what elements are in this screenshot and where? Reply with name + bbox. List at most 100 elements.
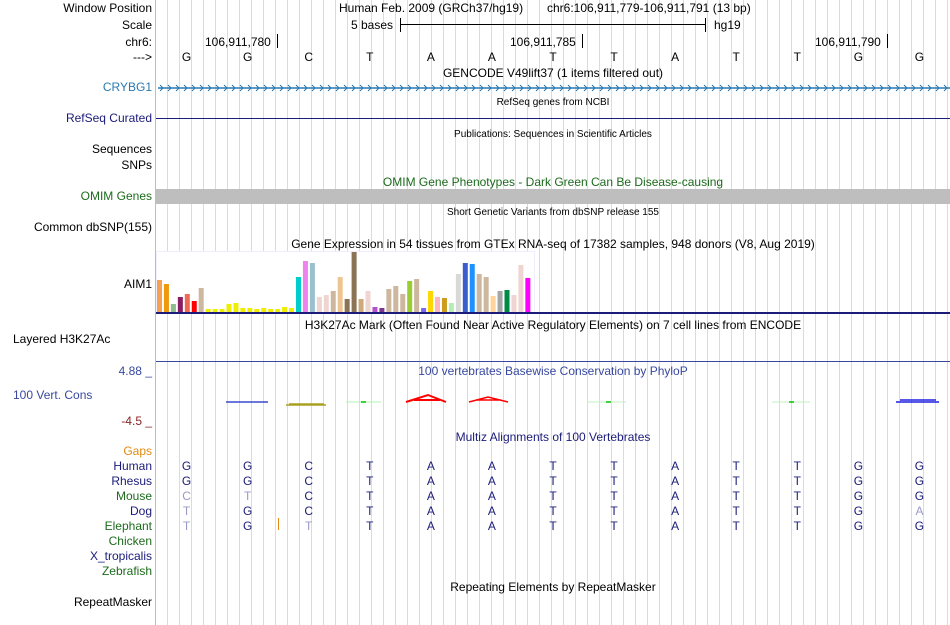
gtex-track-title: Gene Expression in 54 tissues from GTEx … <box>291 237 815 251</box>
gtex-bar <box>309 263 315 312</box>
strand-chevron <box>167 84 172 92</box>
alignment-base: G <box>914 519 925 533</box>
scale-bar <box>400 18 706 32</box>
gtex-bar <box>448 303 454 312</box>
phylop-track-label[interactable]: 100 Vert. Cons <box>13 388 93 402</box>
gtex-bar <box>330 291 336 312</box>
gtex-bar <box>490 296 496 312</box>
h3k27ac-track-label[interactable]: Layered H3K27Ac <box>13 332 111 346</box>
strand-chevron <box>735 84 740 92</box>
strand-chevron <box>335 84 340 92</box>
phylop-wiggle[interactable] <box>156 390 950 410</box>
window-position-label: Window Position <box>63 1 152 15</box>
gtex-track-label[interactable]: AIM1 <box>123 277 152 291</box>
species-label[interactable]: Chicken <box>108 534 152 548</box>
phylop-segment <box>896 399 939 403</box>
strand-chevron <box>935 84 940 92</box>
refseq-gene-line[interactable] <box>156 118 950 119</box>
gtex-bar <box>455 274 461 312</box>
crybg1-gene-feature[interactable] <box>156 80 950 96</box>
alignment-base: A <box>671 474 680 488</box>
strand-chevron <box>383 84 388 92</box>
alignment-base: G <box>242 474 253 488</box>
gtex-bar <box>511 295 517 312</box>
strand-chevron <box>615 84 620 92</box>
strand-chevron <box>791 84 796 92</box>
omim-gene-bar[interactable] <box>156 189 950 204</box>
alignment-base: G <box>853 474 864 488</box>
species-label[interactable]: Rhesus <box>111 474 152 488</box>
alignment-base: A <box>671 459 680 473</box>
ruler-tick-label: 106,911,790 <box>815 35 881 49</box>
scale-assembly: hg19 <box>714 18 741 32</box>
strand-chevron <box>471 84 476 92</box>
alignment-base: C <box>304 489 314 503</box>
alignment-base: A <box>426 504 435 518</box>
gtex-bar <box>497 291 503 312</box>
publications-label-snps[interactable]: SNPs <box>121 158 152 172</box>
species-label[interactable]: X_tropicalis <box>89 549 152 563</box>
scale-label: Scale <box>121 18 152 32</box>
gtex-bar <box>212 309 218 312</box>
strand-chevron <box>807 84 812 92</box>
phylop-track-title: 100 vertebrates Basewise Conservation by… <box>418 364 688 378</box>
gtex-bar <box>372 307 378 312</box>
repeatmasker-track-label[interactable]: RepeatMasker <box>73 595 152 609</box>
alignment-base: G <box>914 474 925 488</box>
strand-chevron <box>327 84 332 92</box>
gtex-bar <box>337 277 343 312</box>
strand-chevron <box>487 84 492 92</box>
gtex-bar <box>198 288 204 312</box>
gencode-track-label[interactable]: CRYBG1 <box>102 80 152 94</box>
sequence-base: C <box>304 50 314 64</box>
ruler-tick <box>582 34 583 48</box>
strand-chevron <box>799 84 804 92</box>
alignment-base: A <box>426 474 435 488</box>
gtex-bar <box>163 284 169 312</box>
gtex-bar <box>191 301 197 312</box>
alignment-base: T <box>366 459 374 473</box>
position-text[interactable]: chr6:106,911,779-106,911,791 (13 bp) <box>547 1 751 15</box>
ruler-tick-label: 106,911,785 <box>510 35 576 49</box>
alignment-base: T <box>793 504 801 518</box>
alignment-base: A <box>671 504 680 518</box>
strand-chevron <box>407 84 412 92</box>
alignment-base: T <box>610 504 618 518</box>
alignment-base: G <box>914 489 925 503</box>
strand-chevron <box>463 84 468 92</box>
species-label[interactable]: Mouse <box>115 489 152 503</box>
sequence-base: A <box>426 50 435 64</box>
strand-chevron <box>671 84 676 92</box>
dbsnp-track-label[interactable]: Common dbSNP(155) <box>33 220 152 234</box>
gtex-bar <box>282 307 288 312</box>
strand-chevron <box>695 84 700 92</box>
sequence-base: A <box>487 50 496 64</box>
species-label[interactable]: Human <box>113 459 152 473</box>
species-label[interactable]: Elephant <box>104 519 152 533</box>
species-label[interactable]: Zebrafish <box>101 564 152 578</box>
gtex-bar <box>358 299 364 312</box>
strand-chevron <box>223 84 228 92</box>
species-label[interactable]: Dog <box>129 504 152 518</box>
alignment-base: G <box>853 519 864 533</box>
strand-chevron <box>399 84 404 92</box>
gtex-bar <box>504 290 510 312</box>
strand-chevron <box>423 84 428 92</box>
strand-chevron <box>511 84 516 92</box>
strand-chevron <box>455 84 460 92</box>
gap-insertion-marker <box>278 518 279 530</box>
strand-chevron <box>775 84 780 92</box>
alignment-base: T <box>610 459 618 473</box>
refseq-track-label[interactable]: RefSeq Curated <box>65 111 152 125</box>
strand-chevron <box>575 84 580 92</box>
alignment-base: T <box>732 459 740 473</box>
strand-chevron <box>447 84 452 92</box>
phylop-peak <box>468 396 509 403</box>
strand-chevron <box>767 84 772 92</box>
gtex-bar-chart[interactable] <box>156 251 950 315</box>
alignment-base: T <box>366 519 374 533</box>
strand-chevron <box>271 84 276 92</box>
gtex-bar <box>323 295 329 312</box>
publications-label-sequences[interactable]: Sequences <box>91 142 152 156</box>
omim-track-label[interactable]: OMIM Genes <box>80 189 152 203</box>
